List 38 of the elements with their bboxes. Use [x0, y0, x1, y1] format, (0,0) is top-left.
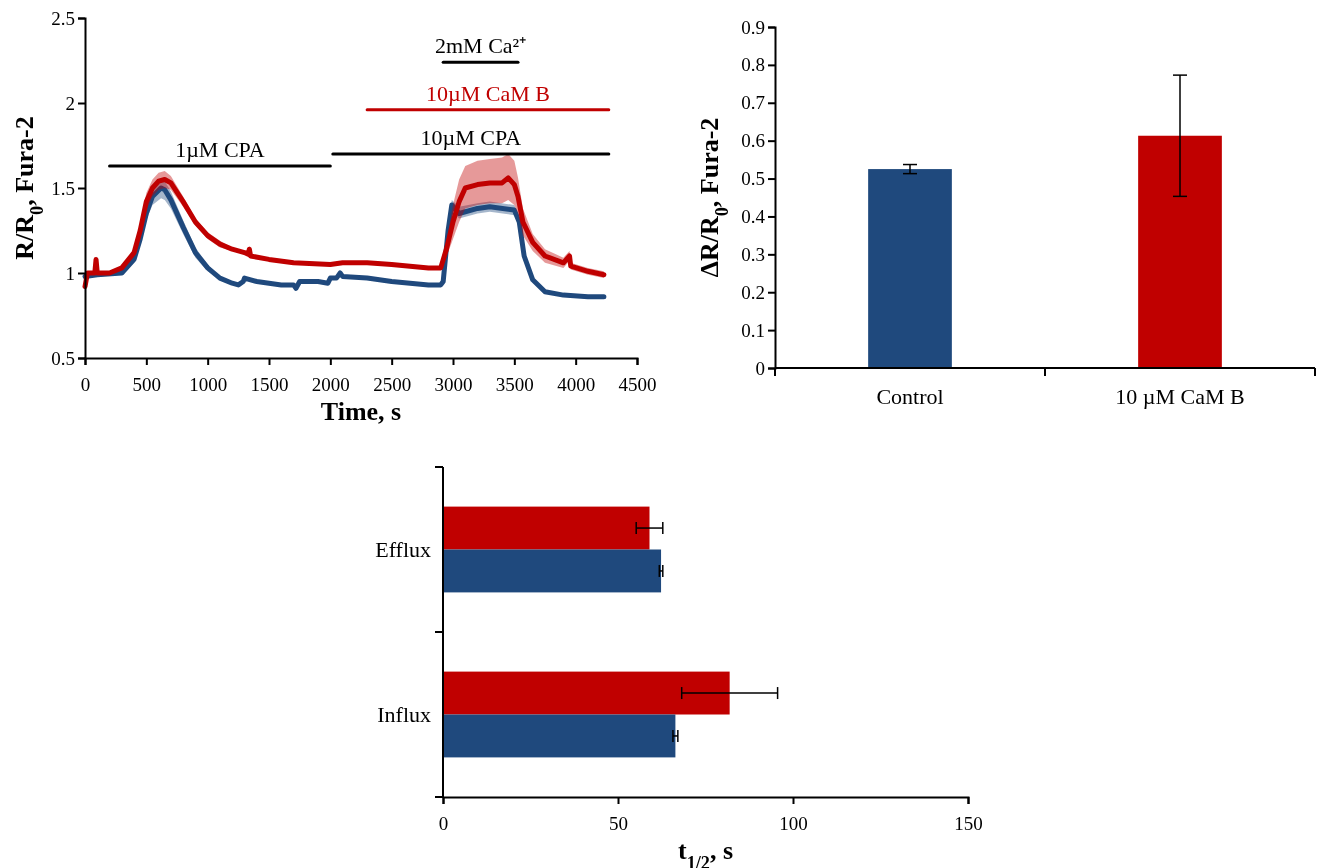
y-tick-label: 0.7	[741, 92, 765, 114]
x-tick-label: 0	[80, 373, 91, 395]
x-tick-label: 500	[132, 373, 162, 395]
x-axis-title: Time, s	[320, 397, 402, 426]
y-tick-label: 2.5	[51, 7, 75, 29]
x-tick-label: Control	[876, 384, 944, 409]
y-tick-label: Influx	[377, 702, 431, 728]
y-tick-label: 0.8	[741, 54, 765, 76]
y-tick-label: 0	[755, 357, 765, 379]
x-tick-label: 3500	[495, 373, 534, 395]
y-tick-label: 0.9	[741, 16, 765, 38]
y-tick-label: 0.5	[51, 347, 75, 369]
x-tick-label: 4000	[557, 373, 596, 395]
y-tick-label: 1	[65, 262, 75, 284]
x-tick-label: 2500	[373, 373, 412, 395]
y-tick-label: 0.5	[741, 168, 765, 190]
x-tick-label: 10 µM CaM B	[1115, 384, 1245, 409]
y-tick-label: 0.4	[741, 206, 766, 228]
x-tick-label: 50	[609, 812, 628, 834]
series-label: 2mM Ca²⁺	[434, 33, 527, 59]
y-tick-label: Efflux	[375, 537, 431, 563]
y-tick-label: 0.3	[741, 243, 765, 265]
x-tick-label: 4500	[618, 373, 657, 395]
x-tick-label: 150	[954, 812, 983, 834]
x-tick-label: 0	[438, 812, 449, 834]
x-tick-label: 1000	[189, 373, 228, 395]
x-tick-label: 1500	[250, 373, 289, 395]
series-label: 10µM CPA	[420, 125, 522, 150]
y-tick-label: 0.6	[741, 130, 765, 152]
y-tick-label: 0.1	[741, 319, 765, 341]
x-tick-label: 2000	[311, 373, 350, 395]
series-label: 1µM CPA	[175, 136, 265, 162]
x-tick-label: 3000	[434, 373, 473, 395]
x-tick-label: 100	[779, 812, 808, 834]
series-label: 10µM CaM B	[426, 80, 550, 106]
y-tick-label: 0.2	[741, 281, 765, 303]
y-tick-label: 2	[65, 92, 75, 114]
y-tick-label: 1.5	[51, 177, 75, 199]
